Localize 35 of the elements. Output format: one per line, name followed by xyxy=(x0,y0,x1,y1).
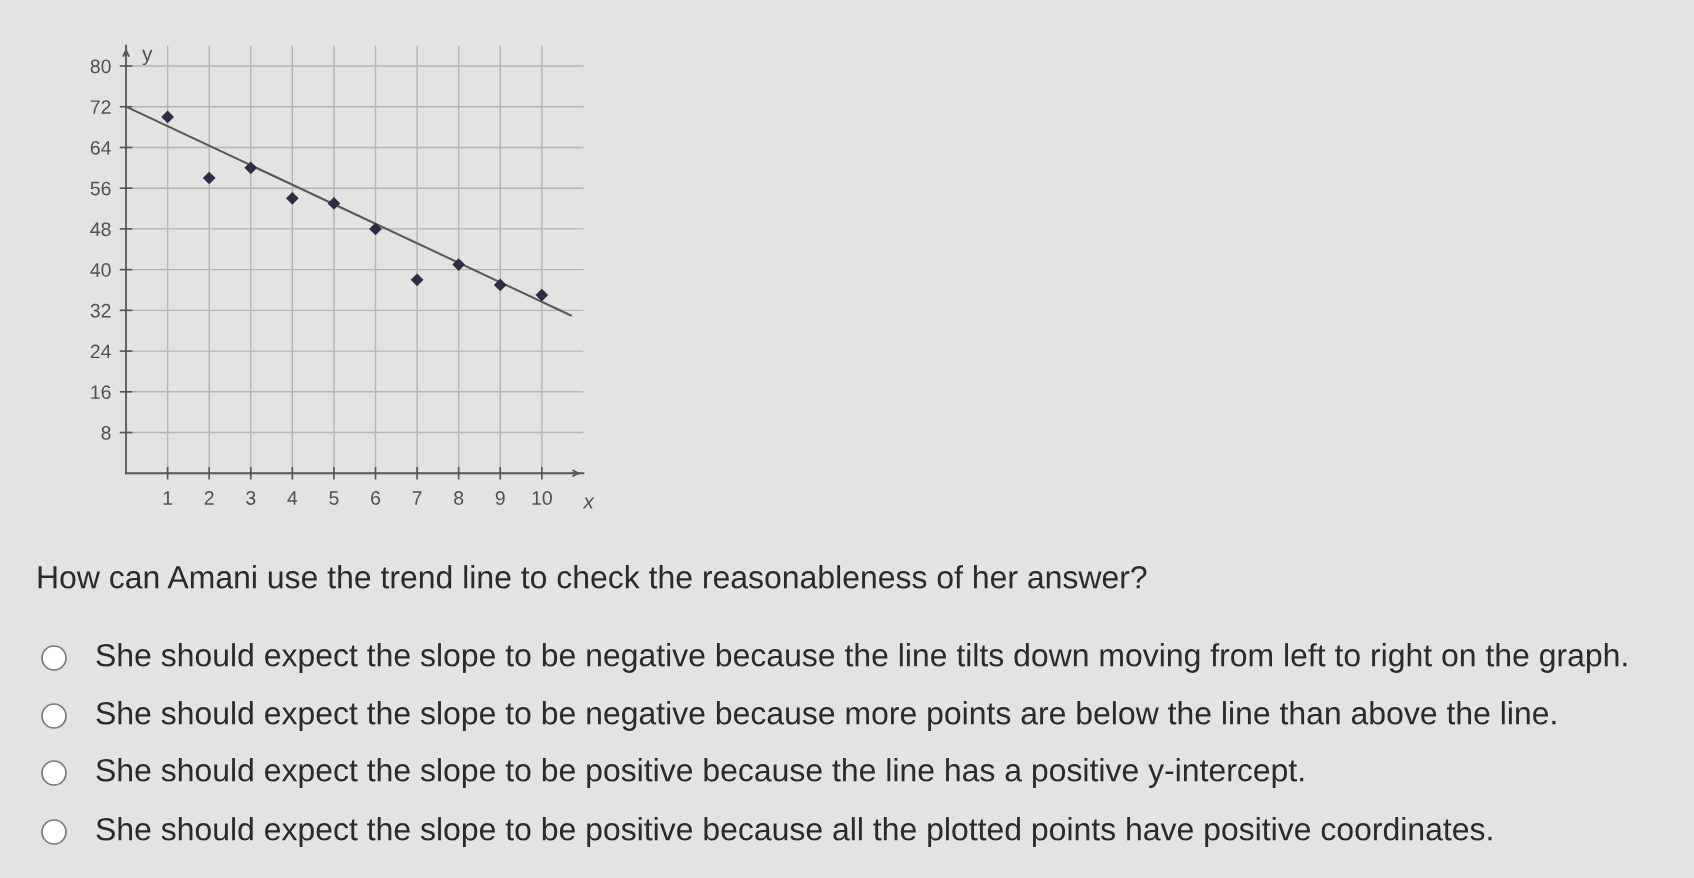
point xyxy=(285,192,299,205)
y-tick-label: 40 xyxy=(90,263,111,277)
point xyxy=(493,278,507,292)
point xyxy=(452,258,466,271)
x-tick-label: 6 xyxy=(371,491,381,505)
point xyxy=(202,171,216,185)
x-axis-title: x xyxy=(582,497,595,509)
x-tick-label: 8 xyxy=(454,491,464,505)
y-tick-label: 64 xyxy=(90,140,111,155)
text: She should expect the slope to be positive because all the plotted points have positive coordinates. xyxy=(96,817,1492,847)
point xyxy=(161,110,174,124)
x-tick-label: 5 xyxy=(329,491,339,505)
y-tick-label: 8 xyxy=(101,425,111,440)
point xyxy=(535,288,549,302)
y-tick-label: 56 xyxy=(90,181,111,196)
y-axis-title: y xyxy=(142,49,153,66)
y-tick-label: 16 xyxy=(91,385,111,400)
x-tick-label: 1 xyxy=(163,491,173,505)
x-tick-label: 3 xyxy=(246,491,256,505)
y-tick-label: 80 xyxy=(90,59,111,74)
x-tick-label: 2 xyxy=(204,491,214,505)
text: How can Amani use the trend line to check the reasonableness of her answer? xyxy=(38,565,1147,589)
y-tick-label: 32 xyxy=(90,303,111,318)
text: She should expect the slope to be negative because the line tilts down moving from left to right on the graph. xyxy=(96,643,1627,673)
x-tick-label: 9 xyxy=(495,491,505,505)
y-tick-label: 24 xyxy=(90,344,111,359)
x-tick-label: 10 xyxy=(532,491,552,505)
y-tick-label: 48 xyxy=(90,222,111,237)
y-tick-label: 72 xyxy=(90,100,111,114)
point xyxy=(410,273,424,287)
point xyxy=(244,161,258,175)
text: She should expect the slope to be negative because more points are below the line than above the line. xyxy=(96,701,1556,731)
x-tick-label: 4 xyxy=(287,491,298,505)
text: She should expect the slope to be positive because the line has a positive y-intercept. xyxy=(96,758,1304,788)
x-tick-label: 7 xyxy=(412,491,422,505)
